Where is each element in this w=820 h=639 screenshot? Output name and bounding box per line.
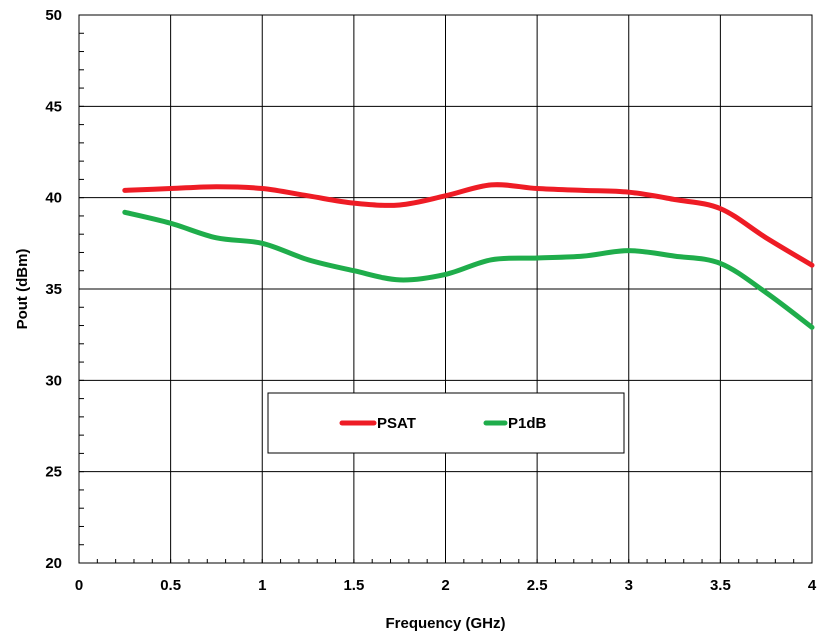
x-tick-label: 1 — [258, 577, 266, 594]
series-line-psat — [122, 182, 815, 268]
legend-label-p1db: P1dB — [508, 415, 547, 432]
x-tick-label: 0.5 — [160, 577, 181, 594]
y-tick-label: 25 — [45, 464, 62, 481]
x-tick-label: 3 — [625, 577, 633, 594]
y-tick-label: 40 — [45, 190, 62, 207]
y-tick-label: 45 — [45, 98, 62, 115]
legend: PSAT P1dB — [267, 392, 625, 454]
grid-lines — [78, 14, 813, 564]
x-tick-label: 4 — [808, 577, 817, 594]
y-tick-label: 50 — [45, 7, 62, 24]
legend-label-psat: PSAT — [377, 415, 416, 432]
x-tick-labels: 0 0.5 1 1.5 2 2.5 3 3.5 4 — [75, 577, 817, 594]
minor-tick-marks — [78, 14, 813, 564]
x-tick-label: 3.5 — [710, 577, 731, 594]
y-tick-labels: 20 25 30 35 40 45 50 — [45, 7, 62, 572]
y-tick-label: 20 — [45, 555, 62, 572]
x-tick-label: 2.5 — [527, 577, 548, 594]
y-axis-title: Pout (dBm) — [14, 249, 31, 330]
series-line-p1db — [122, 209, 815, 330]
x-tick-label: 0 — [75, 577, 83, 594]
series-layer — [122, 182, 815, 330]
legend-box — [267, 392, 625, 454]
y-tick-label: 30 — [45, 372, 62, 389]
y-tick-label: 35 — [45, 281, 62, 298]
x-tick-label: 1.5 — [343, 577, 364, 594]
x-axis-title: Frequency (GHz) — [385, 615, 505, 632]
x-tick-label: 2 — [441, 577, 449, 594]
